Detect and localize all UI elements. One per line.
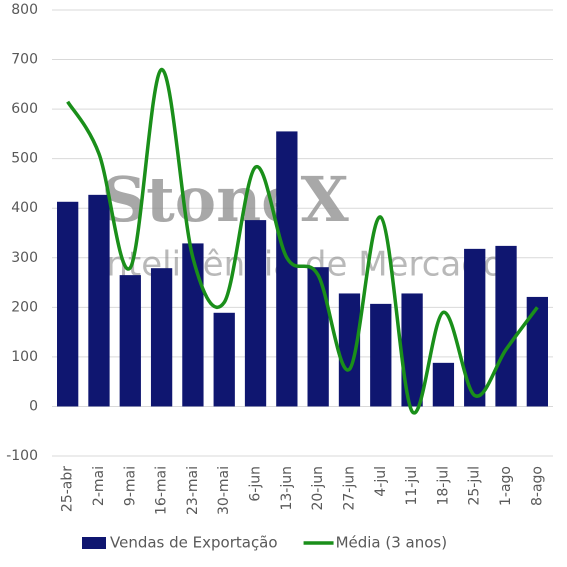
x-tick-label: 27-jun [341, 466, 357, 511]
bar [526, 296, 548, 407]
x-tick-label: 30-mai [216, 466, 232, 515]
x-tick-label: 23-mai [185, 466, 201, 515]
legend-label: Média (3 anos) [336, 534, 448, 552]
x-tick-label: 20-jun [310, 466, 326, 511]
x-tick-label: 16-mai [154, 466, 170, 515]
x-tick-label: 6-jun [248, 466, 264, 502]
bar [401, 293, 423, 407]
bar [244, 220, 267, 407]
x-tick-label: 8-ago [529, 466, 545, 506]
x-tick-label: 25-jul [467, 466, 483, 506]
x-tick-label: 18-jul [435, 466, 451, 506]
x-tick-label: 1-ago [498, 466, 514, 506]
bar [464, 248, 486, 407]
x-tick-label: 9-mai [122, 466, 138, 506]
legend-swatch [82, 537, 106, 549]
bar [307, 267, 329, 407]
x-tick-label: 25-abr [60, 466, 76, 512]
y-tick-label: 100 [11, 349, 38, 365]
y-tick-label: 200 [11, 299, 38, 315]
bar [182, 243, 204, 407]
bar [88, 194, 110, 407]
bar [495, 245, 517, 407]
y-tick-label: 800 [11, 2, 38, 18]
y-tick-label: 700 [11, 52, 38, 68]
y-tick-label: 500 [11, 151, 38, 167]
y-tick-label: 600 [11, 101, 38, 117]
x-tick-label: 4-jul [373, 466, 389, 497]
legend-label: Vendas de Exportação [110, 534, 278, 552]
line-series [66, 67, 539, 415]
y-tick-label: 400 [11, 200, 38, 216]
bar [150, 268, 173, 407]
x-tick-label: 2-mai [91, 466, 107, 506]
bar [57, 201, 79, 407]
bar [276, 131, 298, 407]
bar [119, 275, 141, 407]
bar [213, 312, 235, 407]
x-tick-label: 13-jun [279, 466, 295, 511]
bar [338, 293, 361, 407]
x-tick-label: 11-jul [404, 466, 420, 506]
y-tick-label: 0 [29, 398, 38, 414]
y-tick-label: -100 [6, 448, 38, 464]
bar [432, 362, 455, 407]
bar [370, 303, 392, 407]
y-tick-label: 300 [11, 250, 38, 266]
